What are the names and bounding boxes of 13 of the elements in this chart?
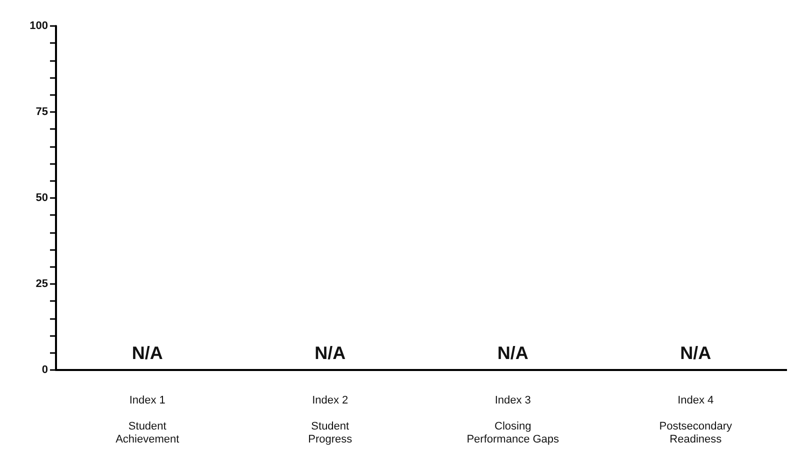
category-label: Index 2 Student Progress bbox=[308, 394, 352, 446]
y-tick-label: 75 bbox=[36, 106, 48, 118]
text: N/A bbox=[314, 343, 346, 363]
y-tick-label: 50 bbox=[36, 192, 48, 204]
category-label: Index 1 Student Achievement bbox=[116, 394, 180, 446]
category-label: Index 4 Postsecondary Readiness bbox=[659, 394, 732, 446]
text: N/A bbox=[497, 343, 528, 363]
text: N/A bbox=[132, 343, 163, 363]
y-tick-label: 100 bbox=[30, 20, 48, 32]
y-tick-label: 25 bbox=[36, 278, 48, 290]
text: N/A bbox=[680, 343, 712, 363]
category-label: Index 3 Closing Performance Gaps bbox=[466, 394, 560, 446]
y-tick-label: 0 bbox=[42, 364, 48, 376]
